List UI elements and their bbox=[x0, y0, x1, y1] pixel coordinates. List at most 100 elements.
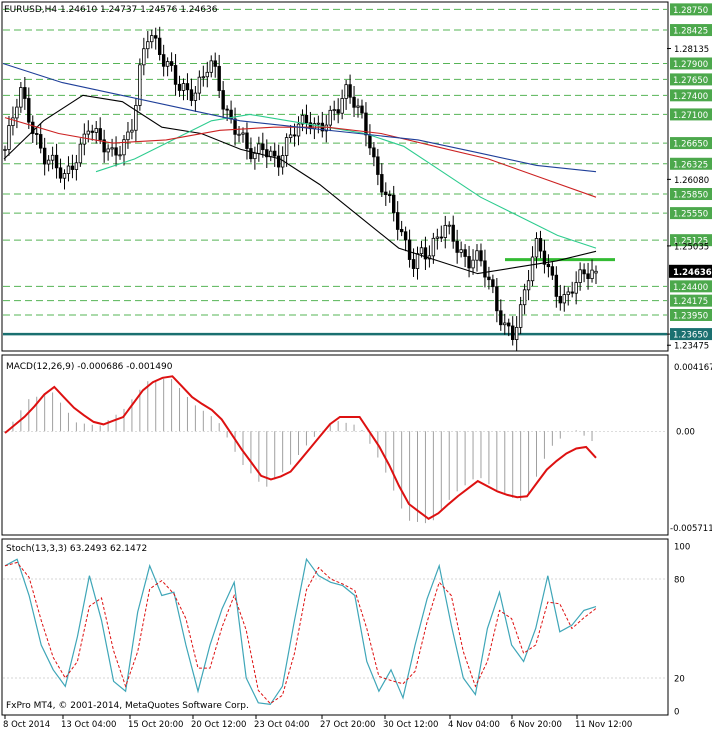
candle-body bbox=[217, 65, 221, 91]
candle-body bbox=[7, 125, 11, 150]
candle-body bbox=[241, 132, 245, 135]
current-price-label: 1.24636 bbox=[673, 268, 712, 278]
candle-body bbox=[368, 134, 372, 149]
time-tick-label: 11 Nov 12:00 bbox=[575, 720, 632, 730]
candle-body bbox=[146, 41, 150, 50]
macd-bottom-label: -0.005711 bbox=[670, 524, 712, 534]
candle-body bbox=[31, 121, 35, 134]
candle-body bbox=[205, 71, 209, 78]
candle-body bbox=[58, 167, 63, 179]
stoch-info: Stoch(13,3,3) 63.2493 62.1472 bbox=[6, 544, 148, 554]
candle-body bbox=[578, 269, 582, 283]
stoch-main-line bbox=[4, 557, 597, 706]
candle-body bbox=[122, 139, 126, 156]
candle-body bbox=[296, 123, 301, 137]
candle-body bbox=[177, 83, 182, 91]
candle-body bbox=[27, 98, 31, 123]
candle-body bbox=[419, 247, 424, 255]
candle-body bbox=[169, 61, 174, 66]
time-tick-label: 30 Oct 12:00 bbox=[383, 720, 438, 730]
candle-body bbox=[530, 256, 535, 282]
candle-body bbox=[134, 105, 138, 131]
support-tag bbox=[670, 328, 712, 341]
time-tick-label: 20 Oct 12:00 bbox=[191, 720, 246, 730]
macd-panel[interactable] bbox=[1, 354, 669, 536]
price-tag bbox=[670, 157, 712, 170]
candle-body bbox=[66, 165, 71, 174]
candle-body bbox=[511, 325, 515, 340]
candle-body bbox=[173, 65, 178, 85]
candle-body bbox=[62, 173, 67, 179]
candle-body bbox=[70, 165, 75, 170]
macd-signal-line bbox=[4, 375, 597, 520]
candle-body bbox=[106, 148, 110, 153]
candle-body bbox=[292, 134, 297, 137]
price-tick-label: 1.25125 bbox=[673, 237, 708, 247]
candle-body bbox=[582, 269, 586, 275]
candle-body bbox=[253, 152, 257, 160]
price-tag bbox=[670, 188, 712, 201]
candle-body bbox=[201, 76, 206, 79]
candle-body bbox=[546, 263, 551, 268]
candle-body bbox=[514, 326, 519, 340]
stoch-panel[interactable] bbox=[1, 538, 669, 716]
candle-body bbox=[300, 114, 305, 125]
candle-body bbox=[114, 147, 118, 156]
price-tick-label: 1.28135 bbox=[674, 45, 709, 55]
stoch-signal-line bbox=[4, 561, 597, 705]
price-tick-label: 1.24400 bbox=[673, 283, 708, 293]
candle-body bbox=[328, 109, 332, 126]
price-series bbox=[2, 26, 667, 352]
candle-body bbox=[332, 109, 336, 112]
price-tag bbox=[670, 57, 712, 70]
candle-body bbox=[284, 137, 289, 156]
candle-body bbox=[344, 84, 348, 99]
candle-body bbox=[356, 105, 360, 108]
candle-body bbox=[435, 236, 440, 239]
candle-body bbox=[574, 282, 578, 294]
price-tag bbox=[670, 73, 712, 86]
candle-body bbox=[161, 54, 166, 67]
price-tag bbox=[670, 3, 712, 16]
ma-line bbox=[95, 113, 597, 249]
macd-info: MACD(12,26,9) -0.000686 -0.001490 bbox=[6, 362, 173, 372]
candle-body bbox=[376, 156, 380, 175]
candle-body bbox=[276, 155, 281, 168]
candle-body bbox=[570, 291, 574, 294]
price-tick-label: 1.25035 bbox=[674, 242, 709, 252]
candle-body bbox=[380, 174, 384, 193]
candle-body bbox=[423, 247, 428, 260]
stoch-series bbox=[3, 557, 667, 706]
price-tag bbox=[670, 308, 712, 321]
price-tick-label: 1.27900 bbox=[673, 60, 708, 70]
price-tick-label: 1.23950 bbox=[673, 311, 708, 321]
candle-body bbox=[324, 124, 328, 132]
candle-body bbox=[487, 276, 491, 281]
price-tick-label: 1.28750 bbox=[673, 6, 708, 16]
candle-body bbox=[221, 90, 225, 110]
price-tick-label: 1.28425 bbox=[673, 27, 708, 37]
candle-body bbox=[562, 294, 566, 304]
candle-body bbox=[165, 61, 170, 67]
candle-body bbox=[503, 322, 507, 326]
candle-body bbox=[495, 286, 499, 312]
candle-body bbox=[348, 84, 352, 98]
price-tick-label: 1.26325 bbox=[673, 160, 708, 170]
candle-body bbox=[499, 310, 503, 326]
candle-body bbox=[19, 87, 23, 108]
candle-body bbox=[542, 250, 547, 265]
current-price-tag bbox=[669, 264, 712, 278]
candle-body bbox=[384, 191, 388, 196]
candle-body bbox=[157, 37, 162, 55]
candle-body bbox=[142, 48, 146, 66]
candle-body bbox=[189, 89, 194, 101]
price-tick-label: 1.26080 bbox=[674, 176, 709, 186]
price-tick-label: 1.23475 bbox=[674, 342, 709, 352]
candle-body bbox=[431, 237, 436, 257]
candle-body bbox=[395, 212, 400, 230]
candle-body bbox=[467, 256, 471, 269]
price-tick-label: 1.27100 bbox=[673, 111, 708, 121]
candle-body bbox=[392, 194, 396, 213]
candle-body bbox=[94, 128, 98, 133]
